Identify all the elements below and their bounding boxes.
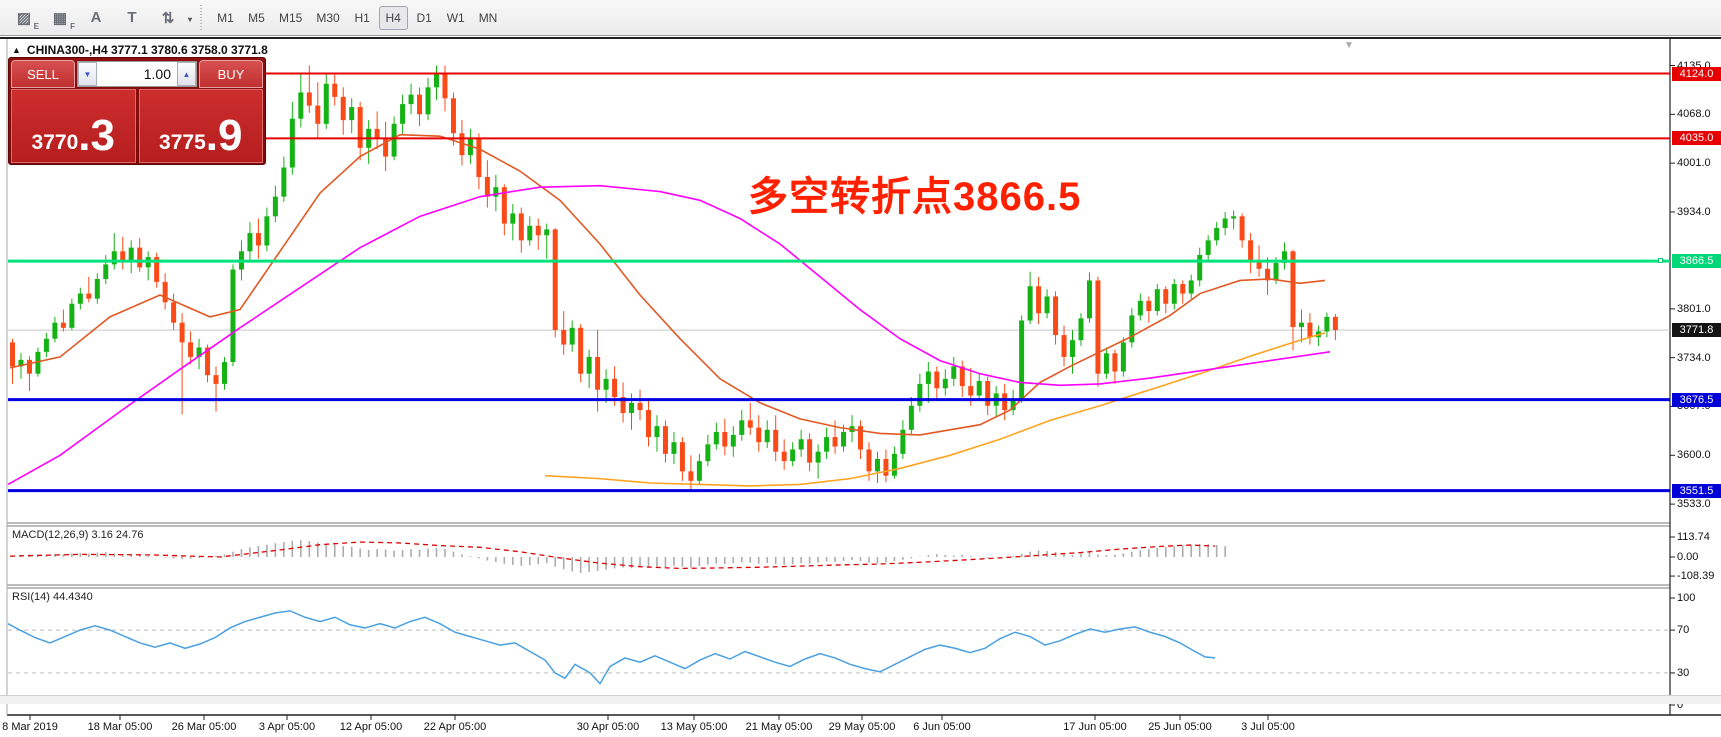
price-badge-4035.0: 4035.0 [1672, 131, 1721, 146]
timeframe-group: M1 M5 M15 M30 H1 H4 D1 W1 MN [210, 5, 504, 30]
sell-button[interactable]: SELL [11, 60, 75, 88]
price-badge-3676.5: 3676.5 [1672, 392, 1721, 407]
drawing-tools-group: ▨ E ▦ F A T ⇅ ▾ [6, 4, 192, 32]
macd-tick-113.74: 113.74 [1677, 530, 1710, 543]
time-label[interactable]: 3 Apr 05:00 [258, 721, 316, 733]
buy-price-display[interactable]: 3775.9 [138, 89, 263, 163]
tf-button-H4[interactable]: H4 [378, 5, 408, 30]
price-badge-4124.0: 4124.0 [1672, 66, 1721, 81]
gold-ma-line [544, 332, 1326, 487]
tf-button-M30[interactable]: M30 [316, 10, 340, 25]
volume-decrease-button[interactable]: ▼ [78, 62, 97, 86]
time-label[interactable]: 29 May 05:00 [828, 721, 896, 733]
price-badge-3551.5: 3551.5 [1672, 483, 1721, 498]
slow-ma-line [7, 184, 1331, 486]
arrows-style-icon[interactable]: ⇅ ▾ [161, 9, 192, 27]
buy-price-decimal: .9 [205, 111, 243, 160]
time-label[interactable]: 22 Apr 05:00 [423, 721, 487, 733]
panel-frames [6, 39, 1721, 716]
sell-price-main: 3770 [31, 131, 79, 154]
toolbar-separator [200, 4, 202, 31]
volume-input[interactable] [97, 62, 177, 86]
chart-shift-marker-icon[interactable]: ▼ [1344, 40, 1354, 51]
text-box-icon[interactable]: T [127, 9, 137, 26]
tf-button-M15[interactable]: M15 [279, 10, 303, 25]
time-label[interactable]: 13 May 05:00 [660, 721, 728, 733]
buy-button[interactable]: BUY [199, 60, 263, 88]
rsi-tick-0: 0 [1677, 699, 1684, 711]
text-label-icon[interactable]: A [90, 9, 102, 26]
time-label[interactable]: 26 Mar 05:00 [171, 721, 237, 733]
chart-annotation-text: 多空转折点3866.5 [748, 175, 1082, 219]
tf-button-M1[interactable]: M1 [217, 10, 234, 25]
window-bottom-strip [0, 695, 1721, 704]
tf-button-H1[interactable]: H1 [354, 10, 370, 25]
time-label[interactable]: 8 Mar 2019 [2, 721, 58, 733]
time-label[interactable]: 17 Jun 05:00 [1063, 721, 1127, 733]
rsi-label: RSI(14) 44.4340 [12, 591, 93, 603]
tf-button-M5[interactable]: M5 [248, 10, 265, 25]
tf-button-MN[interactable]: MN [478, 10, 498, 25]
chart-title: ▲ CHINA300-,H4 3777.1 3780.6 3758.0 3771… [12, 43, 268, 57]
symbol-ohlc-text: CHINA300-,H4 3777.1 3780.6 3758.0 3771.8 [26, 43, 268, 57]
macd-tick--108.39: -108.39 [1677, 570, 1715, 583]
price-tick-3734: 3734.0 [1677, 351, 1711, 364]
one-click-trading-panel: SELL ▼ ▲ BUY 3770.3 3775.9 [8, 57, 266, 165]
tf-button-W1[interactable]: W1 [446, 10, 465, 25]
chart-canvas[interactable] [0, 39, 1721, 734]
rsi-tick-70: 70 [1677, 624, 1690, 637]
volume-stepper: ▼ ▲ [77, 61, 197, 87]
price-tick-4068: 4068.0 [1677, 108, 1711, 121]
axis-ticks [29, 65, 1675, 720]
grid-fill-icon[interactable]: ▦ F [52, 9, 75, 31]
price-badge-3771.8: 3771.8 [1672, 323, 1721, 338]
price-tick-3934: 3934.0 [1677, 205, 1711, 218]
hline-drag-handle[interactable] [1658, 258, 1663, 263]
rsi-panel [7, 610, 1670, 685]
price-tick-3801: 3801.0 [1677, 302, 1711, 315]
time-label[interactable]: 30 Apr 05:00 [576, 721, 640, 733]
price-tick-3600: 3600.0 [1677, 449, 1711, 462]
time-label[interactable]: 21 May 05:00 [745, 721, 813, 733]
macd-label: MACD(12,26,9) 3.16 24.76 [12, 529, 144, 541]
time-label[interactable]: 6 Jun 05:00 [913, 721, 971, 733]
time-label[interactable]: 12 Apr 05:00 [339, 721, 403, 733]
draw-pattern-icon[interactable]: ▨ E [16, 9, 39, 31]
time-label[interactable]: 25 Jun 05:00 [1148, 721, 1212, 733]
time-label[interactable]: 3 Jul 05:00 [1241, 721, 1295, 733]
price-tick-4001: 4001.0 [1677, 157, 1711, 170]
price-badge-3866.5: 3866.5 [1672, 254, 1721, 269]
macd-signal-line [9, 541, 1216, 570]
tf-button-D1[interactable]: D1 [416, 10, 432, 25]
sell-price-decimal: .3 [78, 111, 115, 160]
rsi-tick-30: 30 [1677, 666, 1690, 679]
macd-panel [9, 540, 1226, 573]
volume-increase-button[interactable]: ▲ [177, 62, 196, 86]
chart-window[interactable]: ▲ CHINA300-,H4 3777.1 3780.6 3758.0 3771… [0, 37, 1721, 734]
macd-tick-0: 0.00 [1677, 551, 1699, 563]
collapse-arrow-icon[interactable]: ▲ [12, 45, 21, 55]
buy-price-main: 3775 [159, 131, 206, 154]
rsi-line [7, 610, 1216, 685]
price-tick-3533: 3533.0 [1677, 498, 1711, 511]
time-label[interactable]: 18 Mar 05:00 [87, 721, 153, 733]
toolbar: ▨ E ▦ F A T ⇅ ▾ M1 M5 M15 M30 H1 H4 D1 W1 MN [0, 0, 1721, 36]
rsi-tick-100: 100 [1677, 592, 1696, 604]
fast-ma-line [9, 133, 1326, 436]
sell-price-display[interactable]: 3770.3 [11, 89, 136, 163]
